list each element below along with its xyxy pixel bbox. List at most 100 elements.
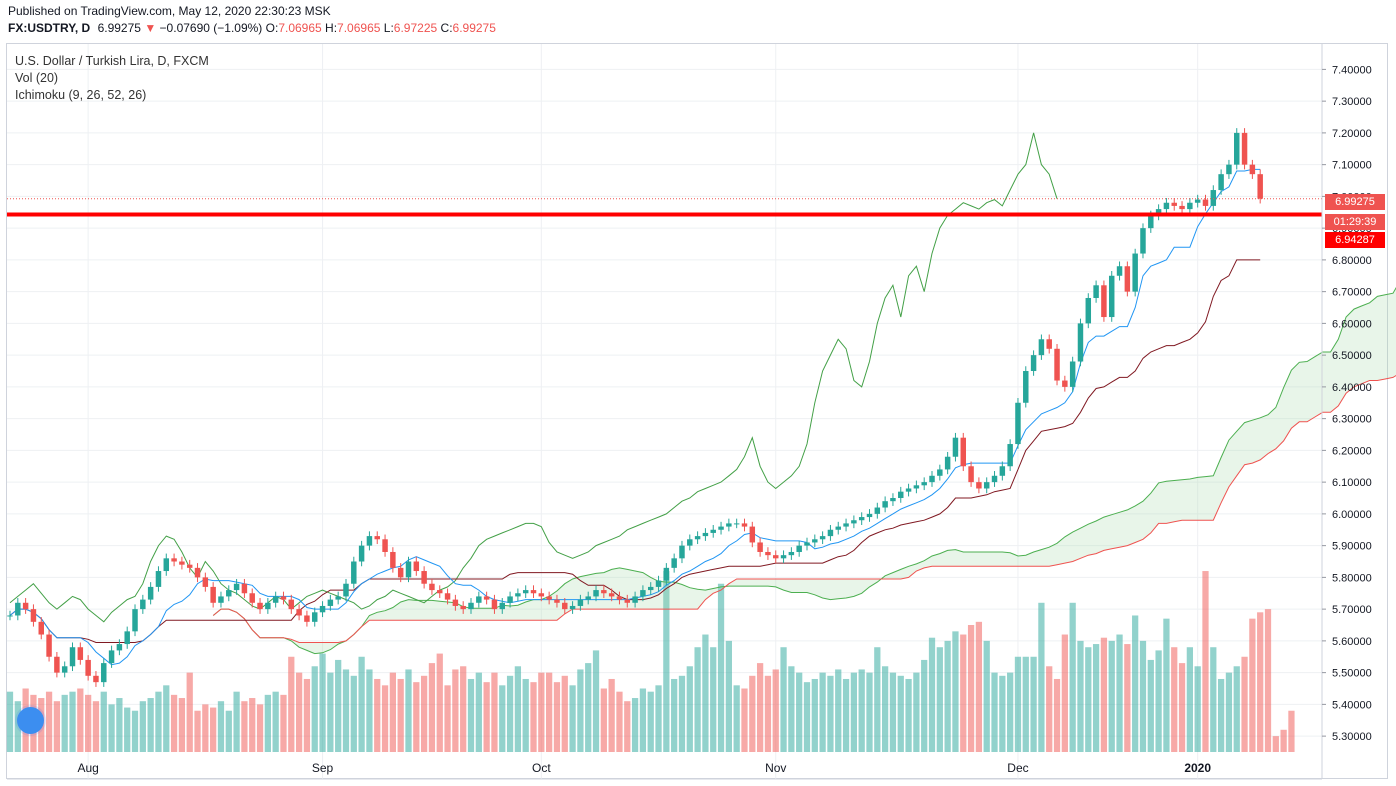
candle-body [780,555,787,559]
volume-bar [69,691,76,752]
change-arrow-icon: ▼ [144,21,157,35]
x-tick-label: Aug [77,761,98,775]
candle-body [530,590,537,594]
candle-body [429,583,435,591]
candle-body [773,555,779,559]
volume-bar [1272,736,1279,752]
volume-bar [803,682,811,752]
candle-body [593,590,599,597]
volume-bar [874,647,881,752]
y-tick-label: 6.70000 [1332,287,1372,299]
ohlc-header: FX:USDTRY, D 6.99275 ▼ −0.07690 (−1.09%)… [8,21,496,35]
candle-body [483,596,490,600]
candle-body [890,498,896,502]
volume-bar [374,678,381,752]
candle-body [93,675,99,683]
candle-body [858,517,865,521]
candle-body [952,437,959,457]
volume-bar [124,707,131,752]
candle-body [1077,323,1084,362]
volume-bar [975,621,983,752]
candle-body [257,602,263,610]
candle-body [101,663,107,683]
volume-bar [678,675,686,752]
candle-body [1140,228,1146,254]
high-value: 7.06965 [337,21,381,35]
candle-body [390,551,396,568]
volume-bar [1069,602,1076,752]
candle-body [405,561,412,578]
volume-bar [1092,644,1100,752]
candle-body [913,485,920,489]
volume-bar [538,672,545,752]
candle-body [249,593,255,603]
change-value: −0.07690 (−1.09%) [159,21,263,35]
candle-body [694,536,701,540]
volume-bar [1139,640,1147,752]
volume-bar [546,672,553,752]
volume-bar [1241,656,1248,752]
candle-body [468,602,474,610]
y-tick-label: 6.40000 [1332,382,1372,394]
candle-body [46,634,52,657]
y-tick-label: 7.30000 [1332,96,1372,108]
candle-body [741,523,748,527]
y-tick-label: 6.50000 [1332,350,1372,362]
candle-body [335,596,341,600]
volume-bar [444,685,451,752]
candle-body [944,456,951,470]
volume-bar [530,682,537,752]
volume-bar [1163,618,1170,752]
volume-bar [506,675,514,752]
candle-body [1038,339,1045,356]
legend-volume: Vol (20) [15,71,59,85]
volume-bar [1108,640,1115,752]
candle-body [999,466,1006,476]
candle-body [1124,266,1131,292]
volume-bar [77,688,84,752]
candle-body [624,599,631,603]
tradingview-logo[interactable] [15,705,46,736]
volume-bar [749,675,756,752]
candle-body [765,551,771,556]
high-label: H: [325,21,338,35]
volume-bar [592,650,600,752]
candle-body [7,615,13,617]
volume-bar [835,669,842,752]
x-tick-label: Dec [1007,761,1028,775]
x-tick-label: 2020 [1184,761,1211,775]
volume-bar [663,571,670,752]
candle-body [640,590,646,597]
volume-bar [600,688,607,752]
candle-body [905,488,912,492]
low-label: L: [383,21,394,35]
volume-bar [327,672,334,752]
volume-bar [928,637,936,752]
y-tick-label: 5.50000 [1332,668,1372,680]
candle-body [163,558,170,572]
candle-body [499,602,505,610]
open-label: O: [265,21,279,35]
candle-body [1023,371,1029,403]
candle-body [882,501,888,508]
last-price-badge: 6.99275 [1325,194,1385,210]
volume-bar [202,704,209,752]
candle-body [968,466,974,483]
candle-body [663,567,670,581]
chart-legend: U.S. Dollar / Turkish Lira, D, FXCM Vol … [15,53,209,104]
volume-bar [413,682,420,752]
candle-body [226,590,232,597]
candle-body [647,586,654,591]
candle-body [210,586,216,603]
volume-bar [999,675,1006,752]
volume-bar [452,669,459,752]
candle-body [569,605,576,610]
volume-bar [1155,650,1162,752]
candle-body [702,532,709,537]
candle-body [1257,174,1263,199]
volume-bar [952,631,959,752]
volume-bar [319,653,326,752]
volume-bar [1217,678,1225,752]
published-line: Published on TradingView.com, May 12, 20… [8,4,331,18]
